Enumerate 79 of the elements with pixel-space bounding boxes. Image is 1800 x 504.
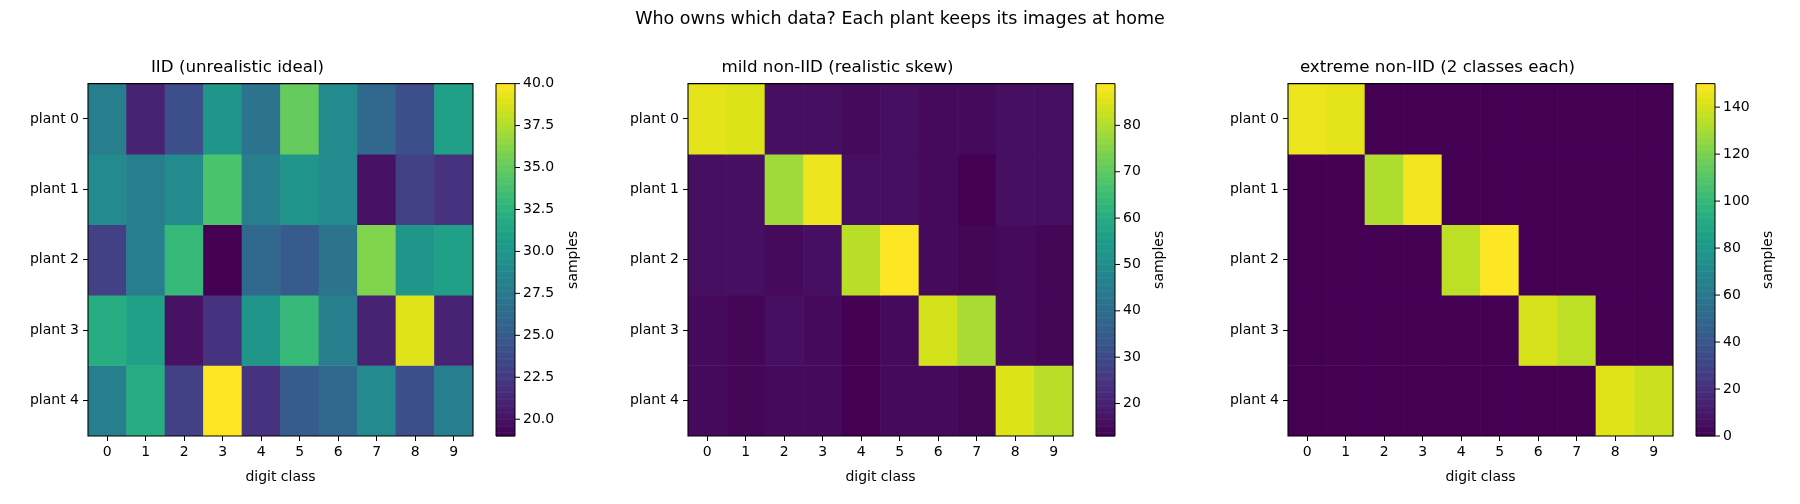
x-tick-label: 0 (702, 443, 712, 460)
x-tick-label: 7 (972, 443, 982, 460)
y-tick-label: plant 0 (29, 109, 79, 126)
y-tick-label: plant 0 (1229, 109, 1279, 126)
color-bar-label: 37.5 (523, 116, 555, 133)
color-bar-label: 40 (1723, 332, 1741, 349)
x-tick-label: 8 (410, 443, 420, 460)
color-bar-label: 32.5 (523, 200, 555, 217)
y-tick-label: plant 3 (1229, 320, 1279, 337)
y-tick-label: plant 4 (1229, 391, 1280, 408)
y-tick-label: plant 2 (629, 250, 679, 267)
color-bar-label: 20 (1123, 394, 1141, 411)
color-bar-title: samples (1150, 230, 1167, 289)
x-tick-label: 3 (1418, 443, 1428, 460)
x-tick-label: 0 (1302, 443, 1312, 460)
x-tick-label: 1 (141, 443, 151, 460)
color-bar-label: 30 (1123, 347, 1141, 364)
x-tick-label: 9 (1649, 443, 1659, 460)
color-bar-label: 120 (1723, 144, 1750, 161)
color-bar-label: 25.0 (523, 325, 555, 342)
x-tick-label: 8 (1010, 443, 1020, 460)
x-tick-label: 6 (933, 443, 943, 460)
color-bar-label: 0 (1723, 426, 1732, 443)
chart-title: extreme non-IID (2 classes each) (1299, 56, 1576, 77)
x-tick-label: 5 (1495, 443, 1505, 460)
y-tick-label: plant 1 (1229, 179, 1279, 196)
chart-title: IID (unrealistic ideal) (150, 56, 325, 77)
y-tick-label: plant 3 (29, 320, 79, 337)
x-tick-label: 7 (372, 443, 382, 460)
x-tick-label: 8 (1610, 443, 1620, 460)
color-bar-label: 80 (1723, 238, 1741, 255)
x-tick-label: 4 (1456, 443, 1466, 460)
x-tick-label: 2 (779, 443, 789, 460)
x-tick-label: 1 (741, 443, 751, 460)
x-tick-label: 6 (333, 443, 343, 460)
x-axis-title: digit class (245, 468, 316, 485)
color-bar-title: samples (563, 230, 580, 289)
y-tick-label: plant 4 (29, 391, 80, 408)
color-bar-title: samples (1759, 230, 1776, 289)
color-bar-label: 140 (1723, 97, 1750, 114)
x-axis-title: digit class (845, 468, 916, 485)
text: Who owns which data? Each plant keeps its images at home (635, 7, 1165, 30)
color-bar-label: 30.0 (523, 242, 555, 259)
x-tick-label: 0 (102, 443, 112, 460)
y-tick-label: plant 1 (629, 179, 679, 196)
color-bar-label: 20 (1723, 379, 1741, 396)
color-bar-label: 100 (1723, 191, 1750, 208)
x-tick-label: 9 (449, 443, 459, 460)
x-tick-label: 1 (1341, 443, 1351, 460)
y-tick-label: plant 4 (629, 391, 680, 408)
y-tick-label: plant 2 (1229, 250, 1279, 267)
color-bar-label: 22.5 (523, 367, 555, 384)
color-bar-label: 35.0 (523, 158, 555, 175)
y-tick-label: plant 1 (29, 179, 79, 196)
x-tick-label: 3 (818, 443, 828, 460)
x-tick-label: 7 (1572, 443, 1582, 460)
color-bar-label: 20.0 (523, 409, 555, 426)
x-tick-label: 6 (1533, 443, 1543, 460)
x-tick-label: 2 (1379, 443, 1389, 460)
x-tick-label: 5 (295, 443, 305, 460)
x-tick-label: 9 (1049, 443, 1059, 460)
x-tick-label: 4 (256, 443, 266, 460)
color-bar-label: 80 (1123, 116, 1141, 133)
y-tick-label: plant 3 (629, 320, 679, 337)
x-tick-label: 3 (218, 443, 228, 460)
x-tick-label: 4 (856, 443, 866, 460)
x-tick-label: 5 (895, 443, 905, 460)
color-bar-label: 40.0 (523, 74, 555, 91)
y-tick-label: plant 2 (29, 250, 79, 267)
color-bar-label: 70 (1123, 162, 1141, 179)
x-axis-title: digit class (1445, 468, 1516, 485)
color-bar-label: 50 (1123, 255, 1141, 272)
chart-title: mild non-IID (realistic skew) (721, 56, 954, 77)
color-bar-label: 40 (1123, 301, 1141, 318)
color-bar-label: 60 (1723, 285, 1741, 302)
color-bar-label: 60 (1123, 208, 1141, 225)
y-tick-label: plant 0 (629, 109, 679, 126)
x-tick-label: 2 (179, 443, 189, 460)
color-bar-label: 27.5 (523, 284, 555, 301)
